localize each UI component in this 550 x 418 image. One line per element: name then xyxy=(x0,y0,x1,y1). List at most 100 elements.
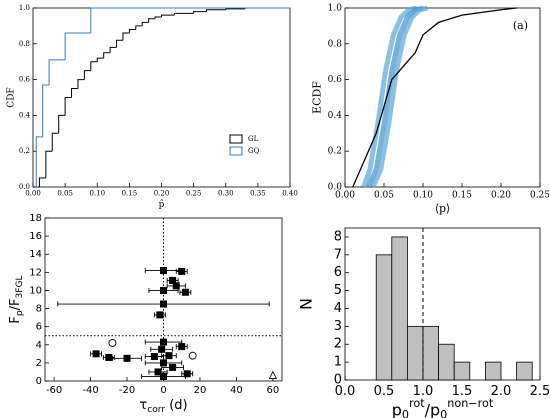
point xyxy=(178,267,186,275)
cdf-step xyxy=(116,39,123,48)
y-tick-label: 2 xyxy=(36,358,42,369)
axis-label: ECDF xyxy=(311,81,324,114)
x-tick-label: 2.0 xyxy=(491,384,512,399)
point xyxy=(160,338,167,346)
x-tick-label: -40 xyxy=(82,385,98,396)
cdf-step xyxy=(83,70,91,80)
x-tick-label: 0.25 xyxy=(530,191,550,201)
y-tick-label: 2 xyxy=(334,337,342,352)
cdf-step xyxy=(64,97,72,116)
open-point xyxy=(188,351,197,360)
point xyxy=(181,288,189,296)
axis-label-part: 0 xyxy=(440,408,447,418)
point xyxy=(160,300,167,308)
axis-label-part: 3FGL xyxy=(14,274,24,298)
y-tick-label: 0 xyxy=(334,373,342,388)
x-tick-label: 0.10 xyxy=(413,191,433,201)
y-tick-label: 16 xyxy=(29,231,42,242)
cdf-step xyxy=(71,88,78,98)
x-tick-label: 0.5 xyxy=(374,384,395,399)
cdf-step xyxy=(45,150,53,179)
ecdf-line xyxy=(366,5,424,188)
axis-label-part: p xyxy=(14,310,24,316)
x-tick-label: 0.30 xyxy=(218,189,234,197)
cdf-step xyxy=(38,177,46,187)
cdf-step xyxy=(122,32,130,41)
axis-label-part: p xyxy=(392,400,402,418)
x-tick-label: 1.5 xyxy=(452,384,473,399)
cdf-step xyxy=(135,25,143,30)
cdf-step xyxy=(109,46,117,53)
point xyxy=(154,368,162,376)
y-tick-label: 18 xyxy=(29,213,42,224)
point xyxy=(172,282,180,290)
point xyxy=(165,352,173,360)
bar xyxy=(484,361,502,381)
y-tick-label: 0.2 xyxy=(19,147,30,155)
cdf-step xyxy=(90,7,290,34)
axis-label-part: (d) xyxy=(165,398,188,413)
axis-label: p̂ xyxy=(159,199,165,210)
axis-label: N xyxy=(297,298,316,310)
cdf-step xyxy=(35,136,43,187)
point xyxy=(123,354,131,362)
axis-label: τcorr (d) xyxy=(139,398,187,415)
ecdf-line xyxy=(361,5,418,188)
cdf-step xyxy=(128,28,136,34)
x-tick-label: 2.5 xyxy=(530,384,550,399)
y-tick-label: 0.0 xyxy=(328,183,343,193)
x-tick-label: 40 xyxy=(230,385,243,396)
y-tick-label: 1.0 xyxy=(328,4,343,14)
bar xyxy=(422,325,440,381)
y-tick-label: 0.6 xyxy=(328,75,343,85)
point xyxy=(105,353,113,361)
point xyxy=(169,276,177,284)
y-tick-label: 0.4 xyxy=(19,111,31,119)
axis-label-part: 0 xyxy=(402,408,409,418)
y-tick-label: 12 xyxy=(29,267,42,278)
axis-label: ⟨p⟩ xyxy=(435,202,451,215)
x-tick-label: 0.05 xyxy=(374,191,394,201)
cdf-step xyxy=(205,9,226,12)
y-tick-label: 5 xyxy=(334,283,342,298)
ecdf-line xyxy=(370,5,429,188)
y-tick-label: 0.4 xyxy=(328,111,343,121)
x-tick-label: 0.25 xyxy=(186,189,202,197)
y-tick-label: 0.8 xyxy=(19,40,30,48)
legend-swatch xyxy=(229,146,243,156)
x-tick-label: 0.15 xyxy=(452,191,472,201)
axis-label: CDF xyxy=(6,87,16,107)
x-tick-label: 0.0 xyxy=(335,384,356,399)
cdf-step xyxy=(173,12,194,16)
bar xyxy=(453,361,471,381)
legend-swatch xyxy=(229,134,243,144)
bar xyxy=(375,254,393,381)
bar xyxy=(391,236,408,381)
annotation: (a) xyxy=(513,19,528,32)
y-tick-label: 0.6 xyxy=(19,76,31,84)
y-tick-label: 14 xyxy=(29,249,42,260)
x-tick-label: 20 xyxy=(194,385,207,396)
y-tick-label: 8 xyxy=(334,229,342,244)
y-tick-label: 0.0 xyxy=(19,183,30,191)
x-tick-label: 0.10 xyxy=(89,189,105,197)
x-tick-label: 0 xyxy=(160,385,166,396)
axis-label-part: /F xyxy=(8,299,23,311)
y-tick-label: 0.2 xyxy=(328,147,342,157)
x-tick-label: 60 xyxy=(267,385,280,396)
cdf-step xyxy=(161,14,175,17)
bar xyxy=(438,343,455,381)
point xyxy=(160,372,167,380)
cdf-step xyxy=(42,84,50,137)
cdf-step xyxy=(154,16,162,19)
point xyxy=(183,370,191,378)
point xyxy=(156,311,164,319)
axis-label-part: non−rot xyxy=(447,397,494,410)
point xyxy=(160,359,167,367)
point xyxy=(150,353,158,361)
axis-label-part: F xyxy=(8,316,23,323)
axis-label-part: rot xyxy=(409,397,425,410)
plot-frame xyxy=(344,7,541,188)
x-tick-label: 0.20 xyxy=(154,189,170,197)
